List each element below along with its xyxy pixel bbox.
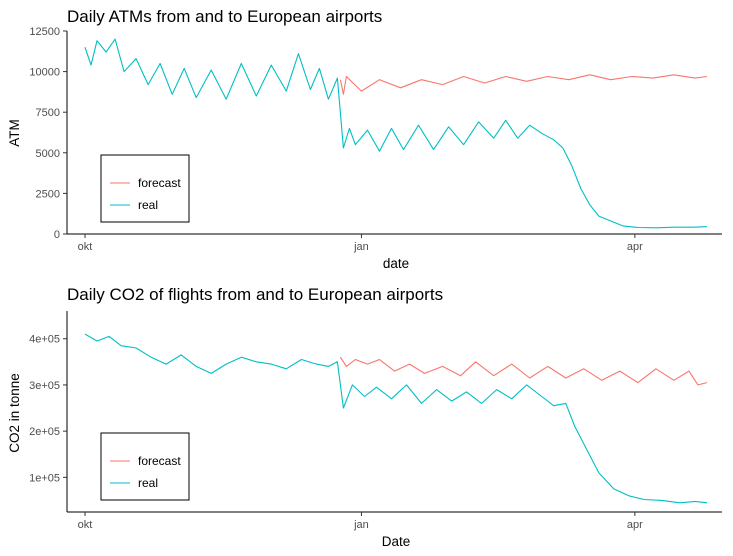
x-tick-label: jan (353, 519, 369, 531)
legend-box (100, 432, 190, 501)
y-tick-label: 2500 (36, 188, 60, 200)
legend-label-real: real (138, 198, 158, 212)
series-lines (84, 333, 708, 504)
y-axis-label: CO2 in tonne (7, 373, 22, 453)
x-tick-label: okt (78, 241, 93, 253)
legend-label-real: real (138, 476, 158, 490)
series-lines (84, 38, 708, 229)
legend-label-forecast: forecast (138, 454, 181, 468)
chart-title: Daily ATMs from and to European airports (67, 7, 382, 26)
series-line-real (84, 38, 708, 229)
series-line-real (84, 333, 708, 504)
y-tick-label: 7500 (36, 107, 60, 119)
y-tick-label: 1e+05 (29, 472, 60, 484)
y-tick-label: 5000 (36, 148, 60, 160)
co2-chart: Daily CO2 of flights from and to Europea… (7, 285, 722, 549)
y-ticks: 0 2500 5000 7500 10000 12500 (29, 26, 67, 241)
y-tick-label: 2e+05 (29, 426, 60, 438)
atm-chart: Daily ATMs from and to European airports… (7, 7, 722, 271)
series-line-forecast (339, 74, 708, 95)
x-axis-label: date (383, 256, 409, 271)
x-axis-label: Date (382, 534, 411, 549)
series-line-forecast (339, 356, 708, 386)
legend: forecast real (100, 432, 190, 501)
x-tick-label: apr (627, 241, 643, 253)
x-tick-label: apr (627, 519, 643, 531)
x-tick-label: jan (353, 241, 369, 253)
x-ticks: okt jan apr (78, 234, 643, 253)
y-tick-label: 4e+05 (29, 334, 60, 346)
y-axis-label: ATM (7, 119, 22, 147)
x-tick-label: okt (78, 519, 93, 531)
y-ticks: 1e+05 2e+05 3e+05 4e+05 (29, 334, 67, 484)
legend-label-forecast: forecast (138, 176, 181, 190)
y-tick-label: 10000 (29, 67, 60, 79)
chart-title: Daily CO2 of flights from and to Europea… (67, 285, 443, 304)
x-ticks: okt jan apr (78, 512, 643, 531)
y-tick-label: 3e+05 (29, 380, 60, 392)
legend: forecast real (100, 154, 190, 223)
y-tick-label: 0 (54, 229, 60, 241)
y-tick-label: 12500 (29, 26, 60, 38)
legend-box (100, 154, 190, 223)
